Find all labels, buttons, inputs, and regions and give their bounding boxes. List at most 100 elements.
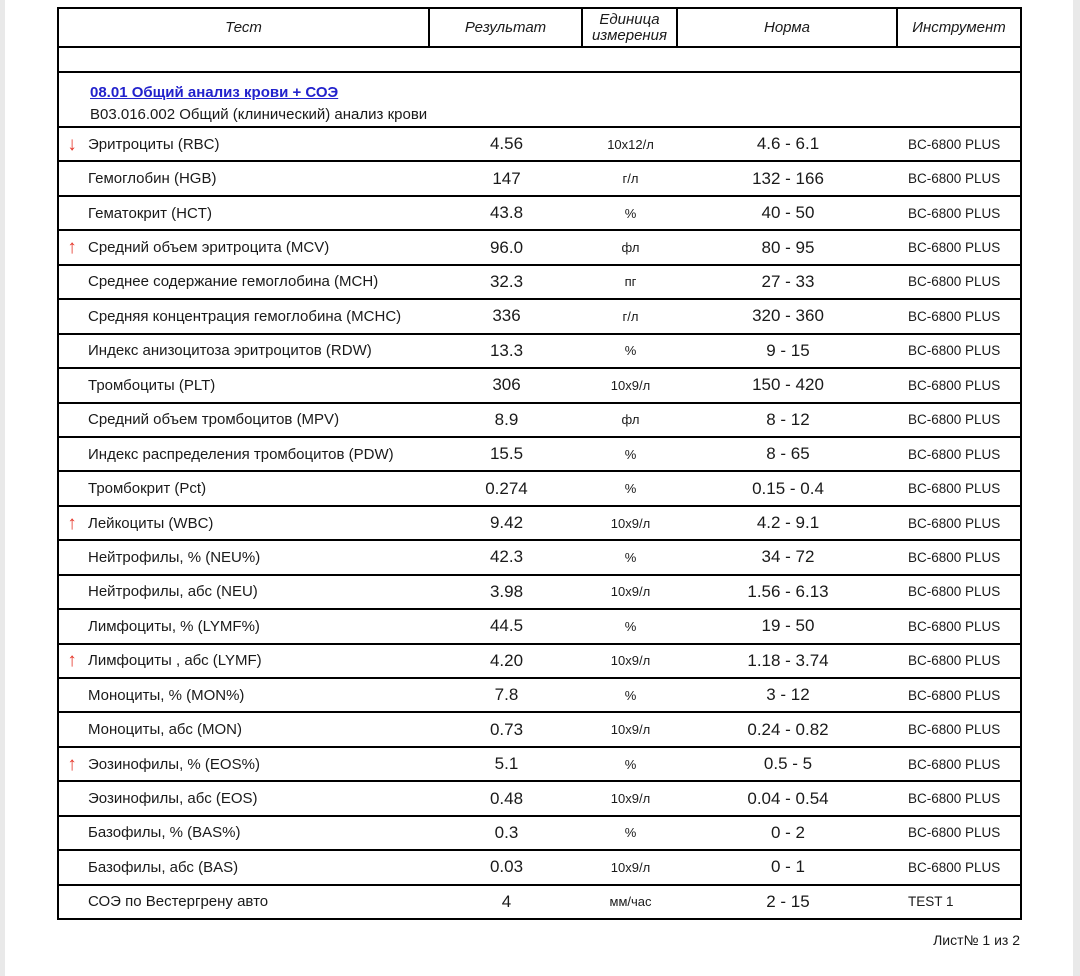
arrow-up-icon: ↑ bbox=[67, 754, 77, 774]
test-name-cell: Эозинофилы, % (EOS%) bbox=[88, 755, 260, 773]
norm-cell: 34 - 72 bbox=[761, 547, 815, 567]
instrument-cell: BC-6800 PLUS bbox=[908, 343, 1001, 359]
result-cell: 44.5 bbox=[489, 616, 524, 636]
arrow-up-icon: ↑ bbox=[67, 238, 77, 258]
table-row: ↑ Лимфоциты , абс (LYMF) 4.20 10x9/л 1.1… bbox=[59, 645, 1020, 679]
header-cell-norm: Норма bbox=[678, 9, 898, 46]
header-cell-instrument: Инструмент bbox=[912, 18, 1006, 36]
header-row: Тест Результат Единица измерения Норма И… bbox=[57, 7, 1022, 48]
norm-cell: 150 - 420 bbox=[752, 375, 824, 395]
result-cell: 32.3 bbox=[489, 271, 524, 291]
result-cell: 0.274 bbox=[485, 478, 528, 498]
unit-cell: 10x9/л bbox=[610, 859, 651, 875]
arrow-down-icon: ↓ bbox=[67, 134, 77, 154]
table-row: Тромбокрит (Pct) 0.274 % 0.15 - 0.4 BC-6… bbox=[59, 472, 1020, 507]
unit-cell: % bbox=[624, 446, 637, 462]
table-row: Среднее содержание гемоглобина (MCH) 32.… bbox=[59, 266, 1020, 301]
instrument-cell: BC-6800 PLUS bbox=[908, 308, 1001, 324]
instrument-cell: BC-6800 PLUS bbox=[908, 825, 1001, 841]
page-edge-left bbox=[0, 0, 5, 976]
table-row: Гематокрит (HCT) 43.8 % 40 - 50 BC-6800 … bbox=[59, 197, 1020, 232]
result-cell: 3.98 bbox=[489, 581, 524, 601]
result-cell: 0.3 bbox=[494, 822, 519, 842]
norm-cell: 4.2 - 9.1 bbox=[756, 513, 820, 533]
instrument-cell: BC-6800 PLUS bbox=[908, 446, 1001, 462]
section-link[interactable]: 08.01 Общий анализ крови + СОЭ bbox=[90, 84, 339, 101]
table-row: Моноциты, абс (MON) 0.73 10x9/л 0.24 - 0… bbox=[59, 713, 1020, 748]
test-name-cell: Индекс анизоцитоза эритроцитов (RDW) bbox=[88, 342, 372, 360]
result-cell: 13.3 bbox=[489, 340, 524, 360]
instrument-cell: BC-6800 PLUS bbox=[908, 722, 1001, 738]
table-row: ↓ Эритроциты (RBC) 4.56 10x12/л 4.6 - 6.… bbox=[59, 128, 1020, 163]
header-cell-test: Тест bbox=[59, 9, 430, 46]
table-row: Гемоглобин (HGB) 147 г/л 132 - 166 BC-68… bbox=[59, 162, 1020, 197]
instrument-cell: BC-6800 PLUS bbox=[908, 481, 1001, 497]
test-name-cell: Моноциты, % (MON%) bbox=[88, 686, 245, 704]
norm-cell: 9 - 15 bbox=[766, 340, 810, 360]
result-cell: 0.03 bbox=[489, 857, 524, 877]
unit-cell: 10x9/л bbox=[610, 722, 651, 738]
table-row: Базофилы, абс (BAS) 0.03 10x9/л 0 - 1 BC… bbox=[59, 851, 1020, 886]
result-cell: 4.20 bbox=[489, 650, 524, 670]
instrument-cell: BC-6800 PLUS bbox=[908, 412, 1001, 428]
header-cell-result: Результат bbox=[430, 9, 583, 46]
norm-cell: 40 - 50 bbox=[761, 203, 815, 223]
result-cell: 147 bbox=[492, 168, 521, 188]
result-cell: 96.0 bbox=[489, 237, 524, 257]
test-name-cell: СОЭ по Вестергрену авто bbox=[88, 893, 269, 911]
table-row: Моноциты, % (MON%) 7.8 % 3 - 12 BC-6800 … bbox=[59, 679, 1020, 714]
test-name-cell: Нейтрофилы, абс (NEU) bbox=[88, 583, 258, 601]
table-row: Средняя концентрация гемоглобина (MCHC) … bbox=[59, 300, 1020, 335]
unit-cell: % bbox=[624, 687, 637, 703]
test-name-cell: Индекс распределения тромбоцитов (PDW) bbox=[88, 445, 394, 463]
table-row: ↑ Средний объем эритроцита (MCV) 96.0 фл… bbox=[59, 231, 1020, 266]
result-cell: 306 bbox=[492, 375, 521, 395]
instrument-cell: BC-6800 PLUS bbox=[908, 377, 1001, 393]
unit-cell: фл bbox=[621, 412, 640, 428]
result-cell: 15.5 bbox=[489, 444, 524, 464]
norm-cell: 0 - 1 bbox=[770, 857, 806, 877]
test-name-cell: Моноциты, абс (MON) bbox=[88, 721, 243, 739]
spacer-row bbox=[57, 46, 1022, 73]
test-name-cell: Тромбоциты (PLT) bbox=[88, 376, 216, 394]
test-name-cell: Эритроциты (RBC) bbox=[88, 135, 220, 153]
result-cell: 4 bbox=[501, 891, 512, 911]
unit-cell: мм/час bbox=[609, 894, 652, 910]
page-footer-sheet-number: Лист№ 1 из 2 bbox=[933, 932, 1020, 948]
test-name-cell: Лимфоциты , абс (LYMF) bbox=[88, 652, 262, 670]
result-cell: 5.1 bbox=[494, 754, 519, 774]
instrument-cell: BC-6800 PLUS bbox=[908, 274, 1001, 290]
unit-cell: % bbox=[624, 756, 637, 772]
instrument-cell: BC-6800 PLUS bbox=[908, 584, 1001, 600]
table-row: Средний объем тромбоцитов (MPV) 8.9 фл 8… bbox=[59, 404, 1020, 438]
results-table: Тест Результат Единица измерения Норма И… bbox=[57, 7, 1022, 920]
instrument-cell: BC-6800 PLUS bbox=[908, 205, 1001, 221]
instrument-cell: BC-6800 PLUS bbox=[908, 756, 1001, 772]
arrow-up-icon: ↑ bbox=[67, 513, 77, 533]
test-name-cell: Лимфоциты, % (LYMF%) bbox=[88, 617, 260, 635]
norm-cell: 0 - 2 bbox=[770, 822, 806, 842]
result-cell: 9.42 bbox=[489, 513, 524, 533]
norm-cell: 0.5 - 5 bbox=[763, 754, 813, 774]
unit-cell: 10x9/л bbox=[610, 584, 651, 600]
unit-cell: % bbox=[624, 549, 637, 565]
norm-cell: 80 - 95 bbox=[761, 237, 815, 257]
test-name-cell: Базофилы, абс (BAS) bbox=[88, 858, 239, 876]
test-name-cell: Среднее содержание гемоглобина (MCH) bbox=[88, 273, 379, 291]
unit-cell: % bbox=[624, 618, 637, 634]
norm-cell: 132 - 166 bbox=[752, 168, 824, 188]
section-subtitle: В03.016.002 Общий (клинический) анализ к… bbox=[90, 106, 428, 123]
data-rows: ↓ Эритроциты (RBC) 4.56 10x12/л 4.6 - 6.… bbox=[57, 126, 1022, 920]
instrument-cell: TEST 1 bbox=[908, 894, 954, 910]
unit-cell: % bbox=[624, 481, 637, 497]
instrument-cell: BC-6800 PLUS bbox=[908, 687, 1001, 703]
unit-cell: 10x9/л bbox=[610, 653, 651, 669]
page-edge-right bbox=[1073, 0, 1080, 976]
unit-cell: 10x9/л bbox=[610, 377, 651, 393]
unit-cell: фл bbox=[621, 240, 640, 256]
norm-cell: 4.6 - 6.1 bbox=[756, 134, 820, 154]
result-cell: 336 bbox=[492, 306, 521, 326]
unit-cell: % bbox=[624, 205, 637, 221]
norm-cell: 2 - 15 bbox=[766, 891, 810, 911]
table-row: Эозинофилы, абс (EOS) 0.48 10x9/л 0.04 -… bbox=[59, 782, 1020, 817]
